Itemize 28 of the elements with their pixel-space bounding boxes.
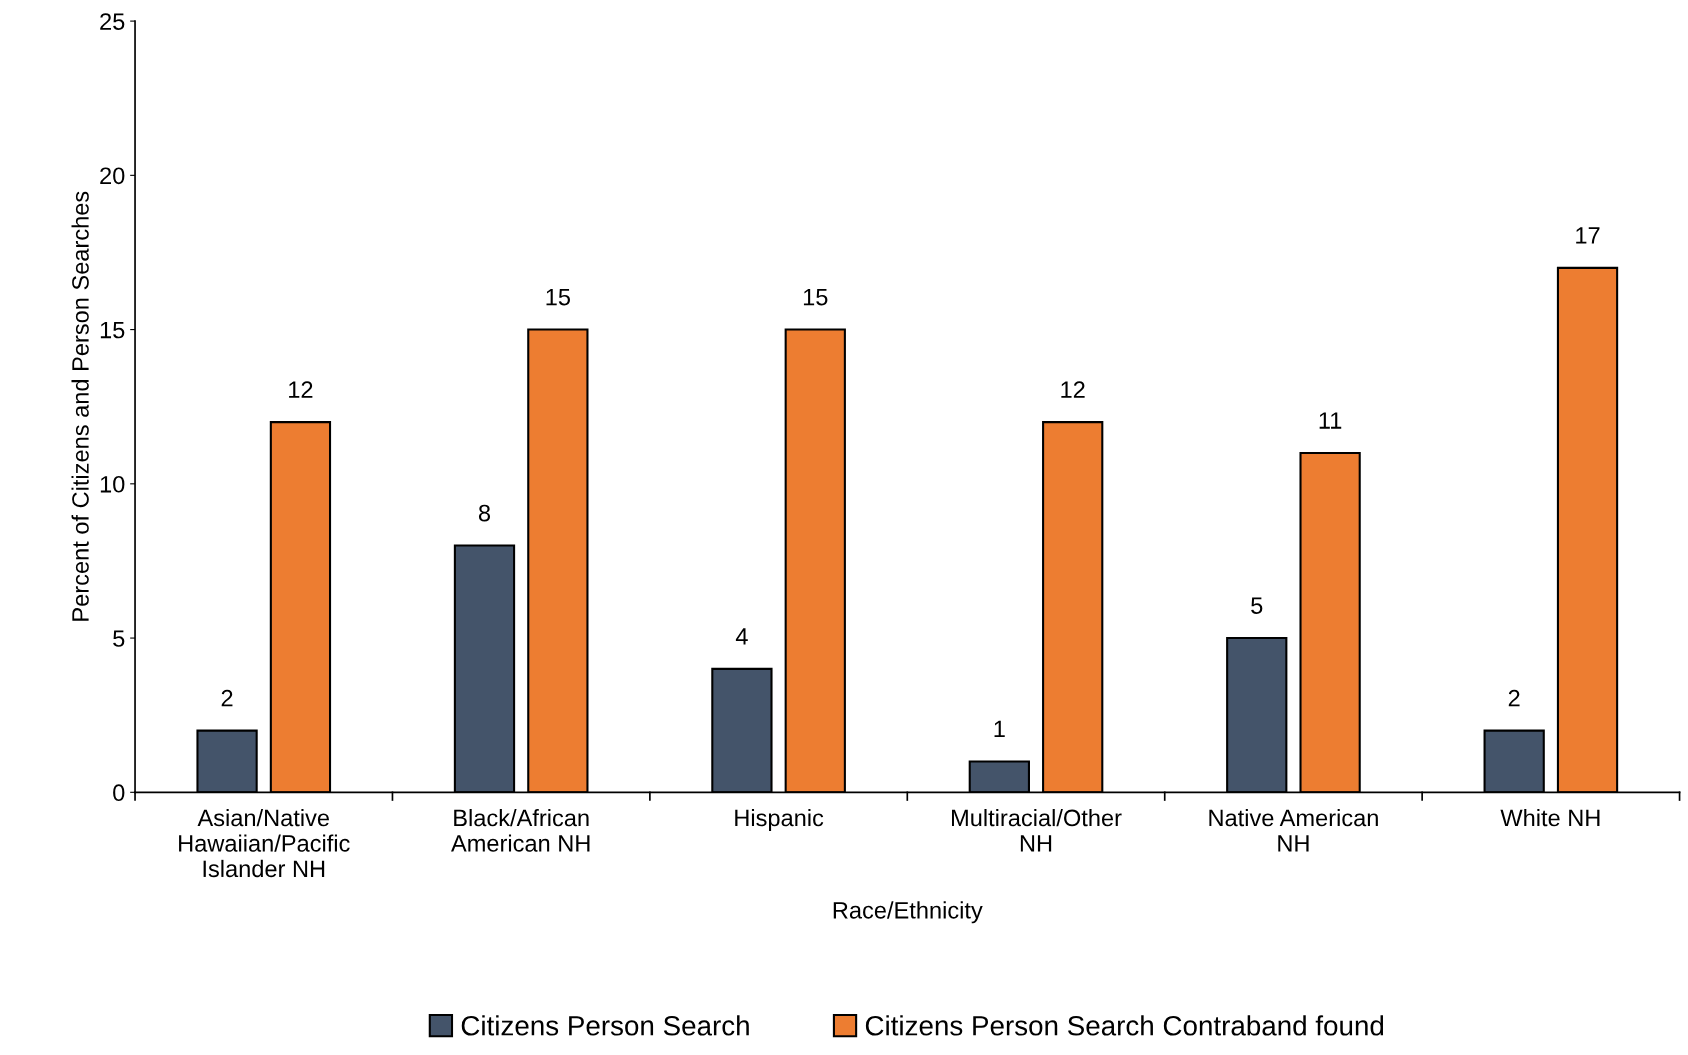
data-label: 8 (478, 504, 491, 522)
y-tick-label: 0 (113, 784, 125, 802)
data-label: 15 (546, 288, 570, 306)
x-tick-label: Asian/Native Hawaiian/Pacific Islander NH (179, 808, 350, 878)
legend-label: Citizens Person Search Contraband found (865, 1015, 1384, 1036)
data-label: 4 (735, 628, 748, 645)
data-label: 15 (803, 288, 828, 306)
y-tick-label: 15 (100, 321, 125, 339)
data-label: 11 (1319, 412, 1342, 429)
data-label: 12 (289, 381, 313, 398)
x-tick-label: Hispanic (735, 808, 824, 831)
y-tick-label: 10 (100, 475, 125, 493)
data-label: 2 (221, 689, 233, 707)
y-axis-title: Percent of Citizens and Person Searches (71, 191, 89, 621)
data-label: 12 (1061, 381, 1085, 398)
data-label: 17 (1576, 227, 1600, 244)
x-tick-label: Black/African American NH (451, 808, 590, 852)
y-tick-label: 20 (100, 167, 125, 185)
data-label: 1 (994, 720, 1005, 738)
data-label: 5 (1251, 597, 1263, 614)
data-label: 2 (1508, 689, 1520, 707)
legend-label: Citizens Person Search (461, 1015, 749, 1036)
x-tick-label: White NH (1500, 808, 1600, 827)
x-axis-title: Race/Ethnicity (833, 901, 983, 924)
y-tick-label: 5 (113, 630, 125, 647)
x-tick-label: Native American NH (1209, 808, 1378, 852)
y-tick-label: 25 (100, 13, 125, 30)
x-tick-label: Multiracial/Other NH (952, 808, 1122, 852)
